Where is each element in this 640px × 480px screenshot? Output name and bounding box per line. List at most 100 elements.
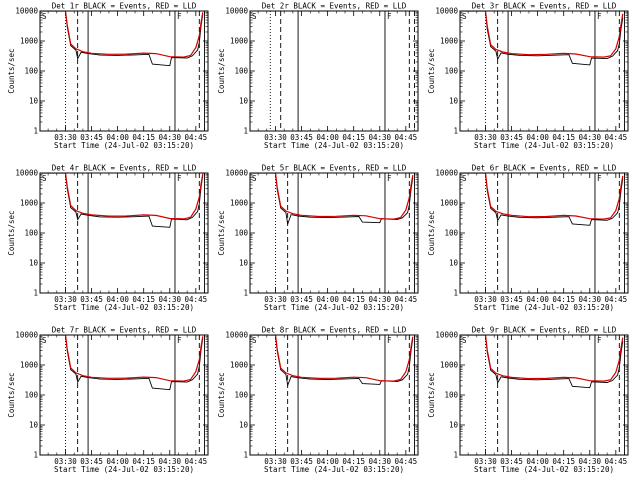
x-tick-label: 04:15 [552, 295, 575, 304]
y-tick-label: 1 [243, 289, 248, 298]
x-tick-label: 04:45 [605, 295, 628, 304]
x-tick-label: 03:30 [54, 295, 77, 304]
plot-frame [39, 334, 209, 456]
detector-panel-7: Det 7r BLACK = Events, RED = LLD 1 10 100 10… [7, 326, 209, 474]
y-tick-label: 10000 [225, 169, 248, 178]
lld-series-line [40, 173, 204, 220]
y-tick-label: 10000 [225, 331, 248, 340]
y-tick-label: 1 [453, 451, 458, 460]
y-tick-label: 10000 [15, 7, 38, 16]
panel-title: Det 8r BLACK = Events, RED = LLD [262, 326, 407, 335]
flag-s-label: S [462, 12, 467, 21]
y-tick-label: 1 [33, 451, 38, 460]
y-tick-label: 1000 [440, 361, 459, 370]
lld-series-line [40, 11, 204, 58]
y-axis-label: Counts/sec [7, 372, 16, 417]
detector-panel-1: Det 1r BLACK = Events, RED = LLD 1 10 100 10… [7, 2, 209, 150]
events-series-line [250, 173, 414, 225]
y-tick-label: 10 [239, 421, 249, 430]
detector-panel-4: Det 4r BLACK = Events, RED = LLD 1 10 100 10… [7, 164, 209, 312]
y-tick-label: 1000 [20, 199, 39, 208]
y-tick-label: 100 [444, 67, 458, 76]
y-tick-label: 1 [243, 127, 248, 136]
x-tick-label: 04:15 [552, 457, 575, 466]
panel-title: Det 1r BLACK = Events, RED = LLD [52, 2, 197, 11]
panel-title: Det 5r BLACK = Events, RED = LLD [262, 164, 407, 173]
y-tick-label: 10000 [435, 7, 458, 16]
flag-s-label: S [42, 174, 47, 183]
x-tick-label: 04:00 [316, 457, 339, 466]
plot-frame [39, 10, 209, 132]
x-tick-label: 04:45 [395, 295, 418, 304]
x-tick-label: 03:45 [290, 457, 313, 466]
x-tick-label: 04:45 [185, 133, 208, 142]
x-tick-label: 04:45 [395, 457, 418, 466]
y-tick-label: 10 [29, 421, 39, 430]
x-tick-label: 04:00 [526, 457, 549, 466]
lld-series-line [250, 335, 414, 382]
x-axis-label: Start Time (24-Jul-02 03:15:20) [54, 303, 194, 312]
flag-s-label: S [252, 336, 257, 345]
lld-series-line [250, 173, 414, 220]
x-tick-label: 04:15 [342, 133, 365, 142]
events-series-line [40, 335, 204, 391]
lld-series-line [40, 335, 204, 382]
x-axis-label: Start Time (24-Jul-02 03:15:20) [474, 303, 614, 312]
x-tick-label: 03:45 [500, 457, 523, 466]
x-tick-label: 03:30 [54, 457, 77, 466]
y-tick-label: 10 [239, 97, 249, 106]
y-tick-label: 10 [449, 97, 459, 106]
flag-f-label: F [177, 12, 182, 21]
y-tick-label: 100 [24, 229, 38, 238]
y-tick-label: 10 [29, 259, 39, 268]
y-tick-label: 1 [453, 289, 458, 298]
flag-f-label: F [177, 174, 182, 183]
y-axis-label: Counts/sec [7, 210, 16, 255]
y-tick-label: 1000 [230, 199, 249, 208]
x-tick-label: 04:45 [185, 295, 208, 304]
detector-panel-3: Det 3r BLACK = Events, RED = LLD 1 10 100 10… [427, 2, 629, 150]
y-tick-label: 100 [444, 229, 458, 238]
x-tick-label: 04:15 [132, 133, 155, 142]
x-tick-label: 03:30 [264, 295, 287, 304]
x-tick-label: 04:30 [368, 133, 391, 142]
flag-s-label: S [462, 336, 467, 345]
x-tick-label: 03:45 [290, 295, 313, 304]
x-tick-label: 04:15 [342, 457, 365, 466]
y-tick-label: 10000 [435, 331, 458, 340]
flag-f-label: F [597, 12, 602, 21]
y-tick-label: 100 [444, 391, 458, 400]
detector-panel-5: Det 5r BLACK = Events, RED = LLD 1 10 100 10… [217, 164, 419, 312]
detector-panel-6: Det 6r BLACK = Events, RED = LLD 1 10 100 10… [427, 164, 629, 312]
x-tick-label: 04:30 [578, 295, 601, 304]
y-tick-label: 100 [234, 391, 248, 400]
y-tick-label: 10000 [435, 169, 458, 178]
y-tick-label: 100 [234, 229, 248, 238]
y-tick-label: 10000 [15, 169, 38, 178]
x-tick-label: 03:45 [80, 295, 103, 304]
y-tick-label: 10000 [225, 7, 248, 16]
lld-series-line [460, 11, 624, 58]
x-tick-label: 04:45 [185, 457, 208, 466]
x-tick-label: 03:45 [500, 295, 523, 304]
x-tick-label: 04:30 [368, 295, 391, 304]
events-series-line [40, 11, 204, 67]
detector-panel-9: Det 9r BLACK = Events, RED = LLD 1 10 100 10… [427, 326, 629, 474]
x-tick-label: 04:00 [316, 295, 339, 304]
panel-title: Det 2r BLACK = Events, RED = LLD [262, 2, 407, 11]
x-tick-label: 03:30 [264, 133, 287, 142]
detector-panel-2: Det 2r BLACK = Events, RED = LLD 1 10 100 10… [217, 2, 419, 150]
flag-f-label: F [387, 174, 392, 183]
y-tick-label: 100 [24, 67, 38, 76]
x-tick-label: 04:15 [342, 295, 365, 304]
flag-s-label: S [252, 174, 257, 183]
y-axis-label: Counts/sec [427, 48, 436, 93]
x-tick-label: 03:30 [474, 457, 497, 466]
x-tick-label: 03:30 [474, 133, 497, 142]
y-tick-label: 1 [243, 451, 248, 460]
flag-s-label: S [42, 336, 47, 345]
y-tick-label: 1 [453, 127, 458, 136]
y-axis-label: Counts/sec [427, 372, 436, 417]
plot-frame [459, 10, 629, 132]
lld-series-line [460, 335, 624, 382]
